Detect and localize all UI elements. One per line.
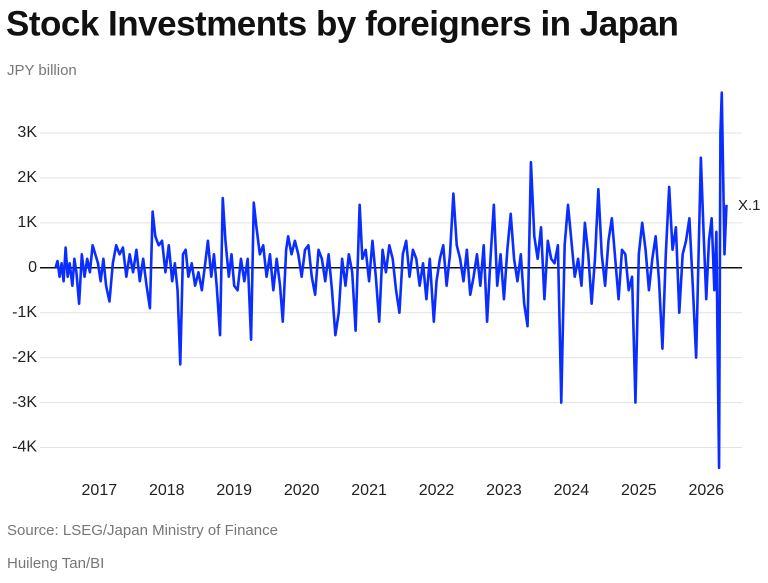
y-tick-label: 0 — [28, 259, 37, 276]
y-tick-label: -4K — [12, 439, 37, 456]
x-tick-label: 2020 — [284, 482, 320, 499]
y-tick-label: -1K — [12, 304, 37, 321]
credit: Huileng Tan/BI — [7, 555, 104, 572]
x-tick-label: 2023 — [486, 482, 522, 499]
source: Source: LSEG/Japan Ministry of Finance — [7, 522, 278, 539]
x-tick-label: 2026 — [688, 482, 724, 499]
y-tick-label: -2K — [12, 349, 37, 366]
x-tick-label: 2017 — [82, 482, 118, 499]
x-tick-label: 2021 — [351, 482, 387, 499]
annotation: X.1 — [738, 197, 761, 214]
subtitle: JPY billion — [7, 62, 77, 79]
y-tick-label: 1K — [17, 214, 37, 231]
x-tick-label: 2022 — [419, 482, 455, 499]
y-tick-label: -3K — [12, 394, 37, 411]
x-tick-label: 2019 — [216, 482, 252, 499]
chart-title: Stock Investments by foreigners in Japan — [6, 4, 678, 43]
x-tick-label: 2025 — [621, 482, 657, 499]
y-tick-label: 2K — [17, 169, 37, 186]
x-tick-label: 2018 — [149, 482, 185, 499]
x-tick-label: 2024 — [554, 482, 590, 499]
y-tick-label: 3K — [17, 124, 37, 141]
data-line — [54, 91, 728, 470]
